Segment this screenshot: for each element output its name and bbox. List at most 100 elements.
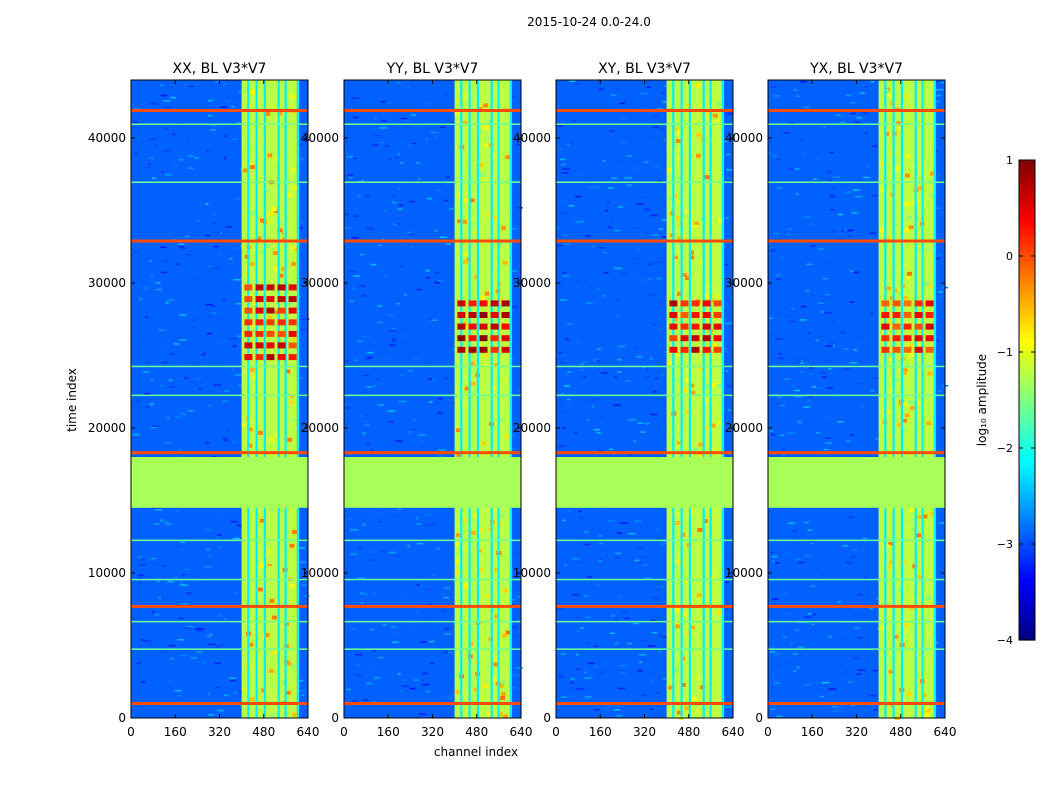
noise-cell — [797, 646, 805, 649]
noise-cell — [839, 222, 848, 225]
noise-cell — [167, 580, 175, 583]
band-cell — [290, 94, 295, 99]
peak-cell — [713, 300, 722, 307]
noise-cell — [173, 343, 180, 345]
noise-cell — [569, 609, 572, 612]
noise-cell — [599, 535, 602, 537]
band-cell — [893, 634, 899, 639]
colorbar-segment — [1019, 332, 1035, 339]
band-cell — [477, 342, 483, 347]
colorbar-segment — [1019, 596, 1035, 603]
noise-cell — [236, 122, 240, 124]
peak-cell — [468, 346, 477, 353]
noise-cell — [624, 83, 629, 85]
noise-cell — [585, 235, 591, 237]
noise-cell — [378, 244, 382, 246]
noise-cell — [652, 597, 659, 599]
noise-cell — [352, 116, 359, 119]
noise-cell — [778, 404, 786, 406]
noise-cell — [773, 95, 781, 97]
noise-cell — [397, 508, 402, 510]
colorbar-segment — [1019, 236, 1035, 243]
noise-cell — [297, 389, 303, 392]
noise-cell — [407, 86, 410, 89]
colorbar-tick-label: 1 — [1006, 154, 1013, 167]
noise-cell — [642, 281, 650, 283]
noise-cell — [800, 305, 807, 308]
noise-cell — [639, 556, 648, 558]
noise-cell — [373, 340, 378, 342]
noise-cell — [643, 564, 648, 566]
noise-cell — [619, 102, 626, 105]
colorbar-segment — [1019, 448, 1035, 454]
colorbar-segment — [1019, 342, 1035, 348]
band-cell — [703, 86, 709, 91]
noise-cell — [649, 708, 654, 710]
noise-cell — [633, 257, 641, 260]
noise-cell — [180, 258, 184, 260]
noise-cell — [871, 194, 878, 197]
colorbar-segment — [1019, 481, 1035, 487]
noise-cell — [371, 144, 379, 146]
noise-cell — [850, 209, 859, 211]
band-cell — [491, 154, 497, 159]
colorbar-segment — [1019, 457, 1035, 463]
peak-cell — [490, 312, 499, 318]
noise-cell — [403, 293, 407, 296]
noise-cell — [350, 553, 357, 555]
band-cell — [502, 377, 508, 382]
noise-cell — [395, 223, 401, 225]
noise-cell — [358, 316, 362, 318]
rfi-row — [344, 181, 521, 183]
noise-cell — [852, 549, 858, 551]
noise-cell — [721, 217, 729, 219]
noise-cell — [154, 509, 162, 511]
noise-cell — [838, 408, 843, 410]
noise-cell — [559, 201, 565, 204]
noise-cell — [229, 258, 233, 260]
noise-cell — [218, 615, 222, 617]
colorbar-segment — [1019, 404, 1035, 411]
x-tick-label: 640 — [297, 725, 320, 739]
noise-cell — [344, 403, 350, 406]
noise-cell — [940, 286, 948, 289]
noise-cell — [367, 641, 372, 644]
noise-cell — [413, 127, 416, 130]
noise-cell — [432, 574, 437, 576]
noise-cell — [802, 531, 806, 533]
band-cell — [699, 366, 705, 371]
noise-cell — [850, 112, 856, 115]
noise-cell — [137, 574, 145, 577]
rfi-row — [131, 365, 308, 368]
noise-cell — [638, 159, 643, 162]
noise-cell — [224, 135, 227, 137]
noise-cell — [141, 558, 145, 561]
rfi-row — [344, 539, 521, 542]
rfi-row — [768, 451, 945, 455]
noise-cell — [376, 125, 382, 127]
noise-cell — [142, 371, 149, 373]
noise-cell — [935, 89, 944, 91]
noise-cell — [556, 227, 560, 229]
band-cell — [894, 394, 900, 399]
noise-cell — [378, 141, 385, 144]
band-cell — [889, 427, 895, 432]
noise-cell — [832, 705, 837, 708]
noise-cell — [204, 565, 212, 568]
noise-cell — [448, 620, 452, 622]
rfi-row — [131, 648, 308, 650]
noise-cell — [184, 584, 188, 587]
channel-stripe — [490, 80, 493, 718]
noise-cell — [226, 96, 231, 99]
x-tick-label: 320 — [208, 725, 231, 739]
noise-cell — [793, 670, 797, 672]
band-cell — [481, 441, 487, 446]
noise-cell — [609, 632, 615, 634]
band-cell — [677, 131, 683, 135]
noise-cell — [150, 275, 154, 278]
noise-cell — [165, 302, 170, 304]
noise-cell — [369, 559, 372, 561]
band-cell — [897, 126, 903, 131]
peak-cell — [669, 312, 678, 318]
band-cell — [682, 217, 687, 222]
